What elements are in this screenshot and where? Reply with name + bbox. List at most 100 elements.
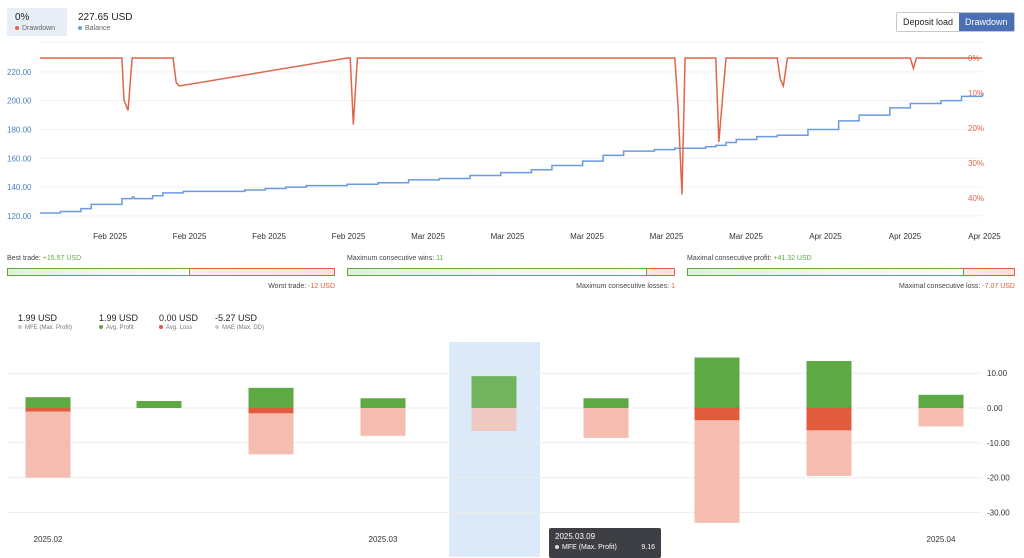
mfe-mae-bar-chart: 10.00 0.00 -10.00 -20.00 -30.00 2025.02 2025.0… [8,342,1010,557]
chart1-left-tick: 220.00 [7,68,32,77]
chart2-x-tick: 2025.04 [927,535,956,544]
chart1-x-tick: Apr 2025 [809,232,842,241]
chart2-y-tick: -20.00 [987,474,1010,483]
chart1-x-tick: Mar 2025 [650,232,684,241]
chart2-y-tick: -30.00 [987,508,1010,517]
mae-bar [694,408,740,523]
avg-profit-bar [918,394,964,408]
metric-mae-value: -5.27 USD [215,313,258,323]
avg-profit-bar [136,401,182,408]
chart2-x-tick: 2025.03 [369,535,398,544]
chart2-y-tick: 0.00 [987,404,1003,413]
tooltip-label: MFE (Max. Profit) [562,544,617,551]
max-consec-profit-value: +41.32 USD [773,255,812,262]
best-trade-label: Best trade: [7,255,41,262]
drawdown-label: Drawdown [22,25,56,32]
worst-trade-value: -12 USD [308,283,335,290]
chart1-left-tick: 160.00 [7,154,32,163]
chart1-right-tick: 10% [968,89,984,98]
chart1-left-tick: 140.00 [7,183,32,192]
max-consec-loss-value: -7.07 USD [982,283,1015,290]
metric-avg-profit-label: Avg. Profit [106,325,134,331]
chart1-x-tick: Feb 2025 [173,232,207,241]
wins-losses-bar [347,268,675,276]
max-consec-wins-label: Maximum consecutive wins: [347,255,435,262]
balance-dot-icon [78,26,82,31]
tooltip-dot-icon [555,545,559,550]
chart-tooltip: 2025.03.09 MFE (Max. Profit) 9.16 [549,528,661,558]
chart1-x-tick: Apr 2025 [889,232,922,241]
drawdown-button[interactable]: Drawdown [959,13,1014,31]
wins-fill [347,268,647,276]
avg-profit-bar [360,398,406,408]
avg-profit-bar [806,361,852,408]
deposit-load-button[interactable]: Deposit load [897,13,960,31]
max-consec-loss-label: Maximal consecutive loss: [899,283,981,290]
loss-dot-icon [159,325,163,330]
chart-mode-toggle: Deposit load Drawdown [896,12,1015,32]
avg-profit-bar [471,376,517,408]
profit-dot-icon [99,325,103,330]
balance-label: Balance [85,25,111,32]
mae-bar [583,408,629,438]
metric-avg-loss[interactable]: 0.00 USD Avg. Loss [159,313,198,333]
chart1-left-tick: 180.00 [7,125,32,134]
metric-avg-loss-label: Avg. Loss [166,325,193,331]
mae-bar [360,408,406,436]
balance-value: 227.65 USD [78,12,133,23]
chart1-x-tick: Feb 2025 [252,232,286,241]
profit-fill [687,268,965,276]
chart1-left-tick: 200.00 [7,97,32,106]
avg-profit-bar [694,357,740,408]
drawdown-value: 0% [15,12,30,23]
chart1-x-tick: Mar 2025 [729,232,763,241]
chart2-y-tick: 10.00 [987,369,1008,378]
drawdown-stat[interactable]: 0% Drawdown [7,8,67,36]
max-consec-profit-label: Maximal consecutive profit: [687,255,772,262]
chart1-right-tick: 20% [968,124,984,133]
metric-mfe[interactable]: 1.99 USD MFE (Max. Profit) [18,313,72,333]
drawdown-dot-icon [15,26,19,31]
avg-profit-bar [248,387,294,408]
mae-bar [471,408,517,431]
best-trade-value: +15.57 USD [42,255,82,262]
worst-trade-label: Worst trade: [268,283,307,290]
best-trade-fill [7,268,190,276]
tooltip-value: 9.16 [641,544,655,551]
metric-mfe-label: MFE (Max. Profit) [25,325,73,331]
balance-line [40,93,983,214]
chart1-x-tick: Feb 2025 [93,232,127,241]
profit-loss-bar [687,268,1015,276]
chart2-y-tick: -10.00 [987,439,1010,448]
selected-period-highlight [449,342,540,557]
chart1-x-tick: Mar 2025 [491,232,525,241]
avg-loss-bar [25,408,71,412]
chart1-x-tick: Feb 2025 [332,232,366,241]
balance-stat[interactable]: 227.65 USD Balance [70,8,150,36]
max-consec-losses-value: 1 [671,283,675,290]
metric-avg-loss-value: 0.00 USD [159,313,199,323]
mae-bar [248,408,294,455]
metric-mae[interactable]: -5.27 USD MAE (Max. DD) [215,313,264,333]
metric-mae-label: MAE (Max. DD) [222,325,264,331]
chart1-right-tick: 40% [968,194,984,203]
tooltip-date: 2025.03.09 [555,532,596,541]
avg-loss-bar [248,408,294,414]
avg-loss-bar [694,408,740,421]
avg-profit-bar [25,397,71,408]
max-consec-wins-value: 11 [436,255,444,262]
best-worst-bar [7,268,335,276]
metric-mfe-value: 1.99 USD [18,313,58,323]
chart1-x-tick: Mar 2025 [570,232,604,241]
chart1-x-tick: Mar 2025 [411,232,445,241]
balance-drawdown-chart: 120.00140.00160.00180.00200.00220.000%10… [7,41,1001,241]
metric-avg-profit[interactable]: 1.99 USD Avg. Profit [99,313,138,333]
max-consec-losses-label: Maximum consecutive losses: [576,283,670,290]
chart1-x-tick: Apr 2025 [968,232,1001,241]
mae-bar [25,408,71,478]
chart1-right-tick: 30% [968,159,984,168]
chart2-x-tick: 2025.02 [34,535,63,544]
chart1-left-tick: 120.00 [7,212,32,221]
drawdown-line [40,57,982,195]
mae-bar [918,408,964,427]
